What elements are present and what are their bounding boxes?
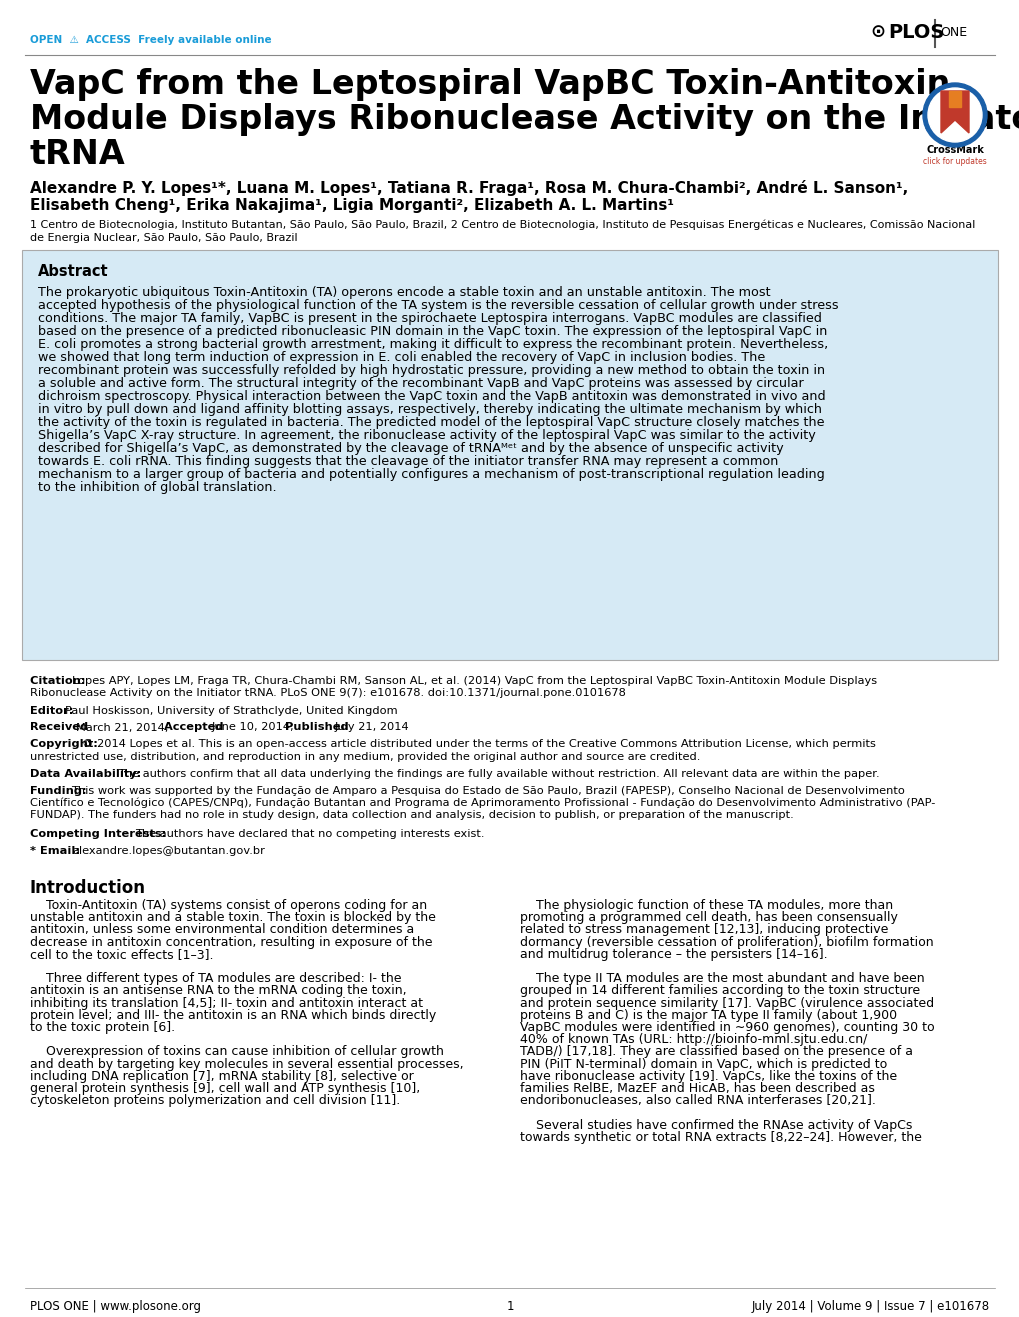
Text: Published: Published	[284, 723, 353, 732]
FancyBboxPatch shape	[22, 250, 997, 660]
Text: described for Shigella’s VapC, as demonstrated by the cleavage of tRNAᴹᵉᵗ and by: described for Shigella’s VapC, as demons…	[38, 443, 783, 454]
Text: Accepted: Accepted	[164, 723, 227, 732]
Text: related to stress management [12,13], inducing protective: related to stress management [12,13], in…	[520, 923, 888, 936]
Text: Several studies have confirmed the RNAse activity of VapCs: Several studies have confirmed the RNAse…	[520, 1118, 911, 1131]
Text: to the inhibition of global translation.: to the inhibition of global translation.	[38, 481, 276, 494]
Text: This work was supported by the Fundação de Amparo a Pesquisa do Estado de São Pa: This work was supported by the Fundação …	[71, 785, 904, 795]
Text: dormancy (reversible cessation of proliferation), biofilm formation: dormancy (reversible cessation of prolif…	[520, 935, 932, 948]
Text: Elisabeth Cheng¹, Erika Nakajima¹, Ligia Morganti², Elizabeth A. L. Martins¹: Elisabeth Cheng¹, Erika Nakajima¹, Ligia…	[30, 198, 674, 213]
Text: mechanism to a larger group of bacteria and potentially configures a mechanism o: mechanism to a larger group of bacteria …	[38, 468, 824, 481]
Text: to the toxic protein [6].: to the toxic protein [6].	[30, 1021, 175, 1034]
Circle shape	[922, 83, 986, 148]
Text: a soluble and active form. The structural integrity of the recombinant VapB and : a soluble and active form. The structura…	[38, 377, 803, 390]
Text: general protein synthesis [9], cell wall and ATP synthesis [10],: general protein synthesis [9], cell wall…	[30, 1083, 420, 1094]
Text: antitoxin is an antisense RNA to the mRNA coding the toxin,: antitoxin is an antisense RNA to the mRN…	[30, 984, 407, 997]
Text: Editor:: Editor:	[30, 706, 77, 716]
Text: have ribonuclease activity [19]. VapCs, like the toxins of the: have ribonuclease activity [19]. VapCs, …	[520, 1069, 897, 1083]
Text: © 2014 Lopes et al. This is an open-access article distributed under the terms o: © 2014 Lopes et al. This is an open-acce…	[82, 739, 875, 749]
Text: The authors confirm that all data underlying the findings are fully available wi: The authors confirm that all data underl…	[118, 769, 878, 778]
Text: March 21, 2014;: March 21, 2014;	[76, 723, 172, 732]
Text: Científico e Tecnológico (CAPES/CNPq), Fundação Butantan and Programa de Aprimor: Científico e Tecnológico (CAPES/CNPq), F…	[30, 798, 934, 809]
Text: protein level; and III- the antitoxin is an RNA which binds directly: protein level; and III- the antitoxin is…	[30, 1009, 436, 1022]
Text: promoting a programmed cell death, has been consensually: promoting a programmed cell death, has b…	[520, 911, 897, 925]
Text: tRNA: tRNA	[30, 138, 125, 171]
Text: including DNA replication [7], mRNA stability [8], selective or: including DNA replication [7], mRNA stab…	[30, 1069, 414, 1083]
Text: towards synthetic or total RNA extracts [8,22–24]. However, the: towards synthetic or total RNA extracts …	[520, 1131, 921, 1143]
Text: OPEN  ⚠  ACCESS  Freely available online: OPEN ⚠ ACCESS Freely available online	[30, 36, 271, 45]
Text: ⊙: ⊙	[869, 22, 884, 41]
Text: Shigella’s VapC X-ray structure. In agreement, the ribonuclease activity of the : Shigella’s VapC X-ray structure. In agre…	[38, 429, 815, 443]
Text: * Email:: * Email:	[30, 846, 84, 856]
Text: Funding:: Funding:	[30, 785, 91, 795]
Text: Alexandre P. Y. Lopes¹*, Luana M. Lopes¹, Tatiana R. Fraga¹, Rosa M. Chura-Chamb: Alexandre P. Y. Lopes¹*, Luana M. Lopes¹…	[30, 180, 907, 196]
Text: Toxin-Antitoxin (TA) systems consist of operons coding for an: Toxin-Antitoxin (TA) systems consist of …	[30, 900, 427, 911]
Text: July 2014 | Volume 9 | Issue 7 | e101678: July 2014 | Volume 9 | Issue 7 | e101678	[751, 1300, 989, 1313]
Text: unrestricted use, distribution, and reproduction in any medium, provided the ori: unrestricted use, distribution, and repr…	[30, 752, 700, 761]
Circle shape	[927, 88, 981, 142]
Text: recombinant protein was successfully refolded by high hydrostatic pressure, prov: recombinant protein was successfully ref…	[38, 363, 824, 377]
Text: PLOS: PLOS	[888, 22, 944, 42]
Text: in vitro by pull down and ligand affinity blotting assays, respectively, thereby: in vitro by pull down and ligand affinit…	[38, 403, 821, 416]
Text: Paul Hoskisson, University of Strathclyde, United Kingdom: Paul Hoskisson, University of Strathclyd…	[65, 706, 397, 716]
Text: Citation:: Citation:	[30, 676, 90, 686]
Text: cytoskeleton proteins polymerization and cell division [11].: cytoskeleton proteins polymerization and…	[30, 1094, 399, 1108]
Text: TADB/) [17,18]. They are classified based on the presence of a: TADB/) [17,18]. They are classified base…	[520, 1046, 912, 1059]
Text: and protein sequence similarity [17]. VapBC (virulence associated: and protein sequence similarity [17]. Va…	[520, 997, 933, 1010]
Text: endoribonucleases, also called RNA interferases [20,21].: endoribonucleases, also called RNA inter…	[520, 1094, 875, 1108]
Text: July 21, 2014: July 21, 2014	[334, 723, 410, 732]
Text: unstable antitoxin and a stable toxin. The toxin is blocked by the: unstable antitoxin and a stable toxin. T…	[30, 911, 435, 925]
Text: conditions. The major TA family, VapBC is present in the spirochaete Leptospira : conditions. The major TA family, VapBC i…	[38, 312, 821, 325]
Text: decrease in antitoxin concentration, resulting in exposure of the: decrease in antitoxin concentration, res…	[30, 935, 432, 948]
Text: FUNDAP). The funders had no role in study design, data collection and analysis, : FUNDAP). The funders had no role in stud…	[30, 810, 793, 820]
Text: Copyright:: Copyright:	[30, 739, 102, 749]
Text: 1: 1	[505, 1300, 514, 1313]
Text: E. coli promotes a strong bacterial growth arrestment, making it difficult to ex: E. coli promotes a strong bacterial grow…	[38, 338, 827, 352]
Text: antitoxin, unless some environmental condition determines a: antitoxin, unless some environmental con…	[30, 923, 414, 936]
Text: PIN (PiIT N-terminal) domain in VapC, which is predicted to: PIN (PiIT N-terminal) domain in VapC, wh…	[520, 1058, 887, 1071]
Polygon shape	[941, 91, 968, 133]
Text: Competing Interests:: Competing Interests:	[30, 828, 170, 839]
Text: Module Displays Ribonuclease Activity on the Initiator: Module Displays Ribonuclease Activity on…	[30, 103, 1019, 136]
Text: PLOS ONE | www.plosone.org: PLOS ONE | www.plosone.org	[30, 1300, 201, 1313]
Text: 40% of known TAs (URL: http://bioinfo-mml.sjtu.edu.cn/: 40% of known TAs (URL: http://bioinfo-mm…	[520, 1034, 866, 1046]
Text: CrossMark: CrossMark	[925, 145, 983, 155]
Text: alexandre.lopes@butantan.gov.br: alexandre.lopes@butantan.gov.br	[72, 846, 265, 856]
Text: the activity of the toxin is regulated in bacteria. The predicted model of the l: the activity of the toxin is regulated i…	[38, 416, 823, 429]
Text: click for updates: click for updates	[922, 157, 986, 166]
Text: Overexpression of toxins can cause inhibition of cellular growth: Overexpression of toxins can cause inhib…	[30, 1046, 443, 1059]
Text: VapBC modules were identified in ∼960 genomes), counting 30 to: VapBC modules were identified in ∼960 ge…	[520, 1021, 933, 1034]
Text: The physiologic function of these TA modules, more than: The physiologic function of these TA mod…	[520, 900, 893, 911]
Text: Lopes APY, Lopes LM, Fraga TR, Chura-Chambi RM, Sanson AL, et al. (2014) VapC fr: Lopes APY, Lopes LM, Fraga TR, Chura-Cha…	[72, 676, 876, 686]
Text: we showed that long term induction of expression in E. coli enabled the recovery: we showed that long term induction of ex…	[38, 352, 764, 363]
Text: Three different types of TA modules are described: I- the: Three different types of TA modules are …	[30, 972, 401, 985]
Text: based on the presence of a predicted ribonucleasic PIN domain in the VapC toxin.: based on the presence of a predicted rib…	[38, 325, 826, 338]
Text: Received: Received	[30, 723, 92, 732]
Text: June 10, 2014;: June 10, 2014;	[212, 723, 299, 732]
Text: The authors have declared that no competing interests exist.: The authors have declared that no compet…	[135, 828, 484, 839]
Text: The type II TA modules are the most abundant and have been: The type II TA modules are the most abun…	[520, 972, 923, 985]
Text: inhibiting its translation [4,5]; II- toxin and antitoxin interact at: inhibiting its translation [4,5]; II- to…	[30, 997, 423, 1010]
Text: towards E. coli rRNA. This finding suggests that the cleavage of the initiator t: towards E. coli rRNA. This finding sugge…	[38, 454, 777, 468]
Text: VapC from the Leptospiral VapBC Toxin-Antitoxin: VapC from the Leptospiral VapBC Toxin-An…	[30, 68, 950, 101]
Text: Abstract: Abstract	[38, 263, 108, 279]
Text: proteins B and C) is the major TA type II family (about 1,900: proteins B and C) is the major TA type I…	[520, 1009, 897, 1022]
Text: and death by targeting key molecules in several essential processes,: and death by targeting key molecules in …	[30, 1058, 464, 1071]
Text: Introduction: Introduction	[30, 878, 146, 897]
Text: Ribonuclease Activity on the Initiator tRNA. PLoS ONE 9(7): e101678. doi:10.1371: Ribonuclease Activity on the Initiator t…	[30, 689, 626, 698]
Text: Data Availability:: Data Availability:	[30, 769, 145, 778]
Text: ONE: ONE	[940, 25, 966, 38]
Text: accepted hypothesis of the physiological function of the TA system is the revers: accepted hypothesis of the physiological…	[38, 299, 838, 312]
Text: dichroism spectroscopy. Physical interaction between the VapC toxin and the VapB: dichroism spectroscopy. Physical interac…	[38, 390, 824, 403]
Text: families RelBE, MazEF and HicAB, has been described as: families RelBE, MazEF and HicAB, has bee…	[520, 1083, 874, 1094]
Polygon shape	[948, 91, 960, 107]
Text: The prokaryotic ubiquitous Toxin-Antitoxin (TA) operons encode a stable toxin an: The prokaryotic ubiquitous Toxin-Antitox…	[38, 286, 770, 299]
Text: grouped in 14 different families according to the toxin structure: grouped in 14 different families accordi…	[520, 984, 919, 997]
Text: and multidrug tolerance – the persisters [14–16].: and multidrug tolerance – the persisters…	[520, 948, 826, 961]
Text: de Energia Nuclear, São Paulo, São Paulo, Brazil: de Energia Nuclear, São Paulo, São Paulo…	[30, 233, 298, 244]
Text: cell to the toxic effects [1–3].: cell to the toxic effects [1–3].	[30, 948, 213, 961]
Text: 1 Centro de Biotecnologia, Instituto Butantan, São Paulo, São Paulo, Brazil, 2 C: 1 Centro de Biotecnologia, Instituto But…	[30, 220, 974, 230]
